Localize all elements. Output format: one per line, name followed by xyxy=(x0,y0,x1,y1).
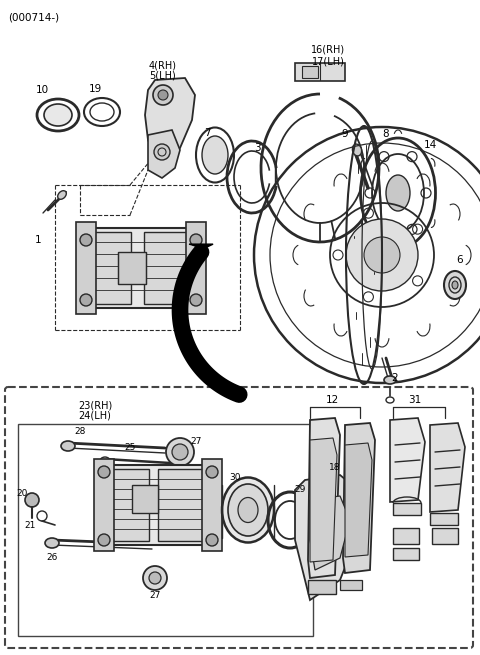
Bar xyxy=(340,580,362,590)
Text: 19: 19 xyxy=(88,84,102,94)
Bar xyxy=(186,222,206,314)
Ellipse shape xyxy=(238,498,258,523)
Circle shape xyxy=(166,438,194,466)
Bar xyxy=(393,528,419,544)
Text: 6: 6 xyxy=(456,255,463,265)
Circle shape xyxy=(346,219,418,291)
Text: 2: 2 xyxy=(392,373,398,383)
Text: 27: 27 xyxy=(190,436,202,445)
Text: 9: 9 xyxy=(342,129,348,139)
Text: 21: 21 xyxy=(24,521,36,531)
Ellipse shape xyxy=(100,457,110,465)
Polygon shape xyxy=(310,496,350,570)
Polygon shape xyxy=(145,78,195,158)
Ellipse shape xyxy=(228,484,268,536)
Circle shape xyxy=(206,466,218,478)
Text: 25: 25 xyxy=(124,443,136,453)
Circle shape xyxy=(364,237,400,273)
Text: 23(RH): 23(RH) xyxy=(78,400,112,410)
Bar xyxy=(295,63,345,81)
Text: 18: 18 xyxy=(329,464,341,472)
Text: 4(RH): 4(RH) xyxy=(149,60,177,70)
Text: 3: 3 xyxy=(254,143,260,153)
Bar xyxy=(202,459,222,551)
Text: 27: 27 xyxy=(149,591,161,599)
Text: 5(LH): 5(LH) xyxy=(150,71,176,81)
Bar xyxy=(104,469,149,541)
Polygon shape xyxy=(148,130,180,178)
Polygon shape xyxy=(308,418,340,578)
Bar xyxy=(158,469,203,541)
Text: (000714-): (000714-) xyxy=(8,12,59,22)
Circle shape xyxy=(80,234,92,246)
Ellipse shape xyxy=(61,441,75,451)
Text: 16(RH): 16(RH) xyxy=(311,45,345,55)
Polygon shape xyxy=(310,438,337,562)
Polygon shape xyxy=(390,418,425,502)
Polygon shape xyxy=(295,475,360,600)
Ellipse shape xyxy=(386,175,410,211)
Circle shape xyxy=(154,144,170,160)
Ellipse shape xyxy=(58,191,66,199)
Polygon shape xyxy=(189,244,213,248)
Bar xyxy=(308,580,336,594)
Bar xyxy=(18,424,313,636)
Text: 31: 31 xyxy=(408,395,421,405)
Circle shape xyxy=(172,444,188,460)
Polygon shape xyxy=(343,423,375,573)
Polygon shape xyxy=(345,443,372,557)
Text: 26: 26 xyxy=(46,553,58,563)
Ellipse shape xyxy=(444,271,466,299)
Circle shape xyxy=(143,566,167,590)
Circle shape xyxy=(80,294,92,306)
Text: 28: 28 xyxy=(74,428,86,436)
Bar xyxy=(94,459,114,551)
Ellipse shape xyxy=(384,376,396,384)
Circle shape xyxy=(190,234,202,246)
Ellipse shape xyxy=(44,104,72,126)
Bar xyxy=(132,485,158,513)
Bar xyxy=(76,222,96,314)
Bar xyxy=(393,503,421,515)
Bar xyxy=(82,228,194,308)
Ellipse shape xyxy=(222,477,274,542)
Text: 8: 8 xyxy=(383,129,389,139)
Text: 17(LH): 17(LH) xyxy=(312,56,345,66)
Circle shape xyxy=(149,572,161,584)
Bar xyxy=(100,465,210,545)
Polygon shape xyxy=(430,423,465,512)
Circle shape xyxy=(206,534,218,546)
Text: 30: 30 xyxy=(229,472,241,481)
Circle shape xyxy=(153,85,173,105)
Text: 20: 20 xyxy=(16,489,28,498)
Bar xyxy=(302,66,318,78)
Text: 29: 29 xyxy=(294,485,306,495)
Text: 10: 10 xyxy=(36,85,48,95)
Bar xyxy=(432,528,458,544)
Ellipse shape xyxy=(45,538,59,548)
Bar xyxy=(393,548,419,560)
Ellipse shape xyxy=(352,144,361,156)
Text: 12: 12 xyxy=(325,395,338,405)
Bar xyxy=(144,232,190,304)
Circle shape xyxy=(98,466,110,478)
Ellipse shape xyxy=(202,136,228,174)
Bar xyxy=(86,232,131,304)
Text: 1: 1 xyxy=(35,235,41,245)
Circle shape xyxy=(25,493,39,507)
Bar xyxy=(430,513,458,525)
Text: 14: 14 xyxy=(423,140,437,150)
Text: 24(LH): 24(LH) xyxy=(79,411,111,421)
Circle shape xyxy=(190,294,202,306)
Bar xyxy=(118,252,146,284)
Ellipse shape xyxy=(452,281,458,289)
Text: 7: 7 xyxy=(204,128,210,138)
Circle shape xyxy=(98,534,110,546)
Circle shape xyxy=(158,90,168,100)
